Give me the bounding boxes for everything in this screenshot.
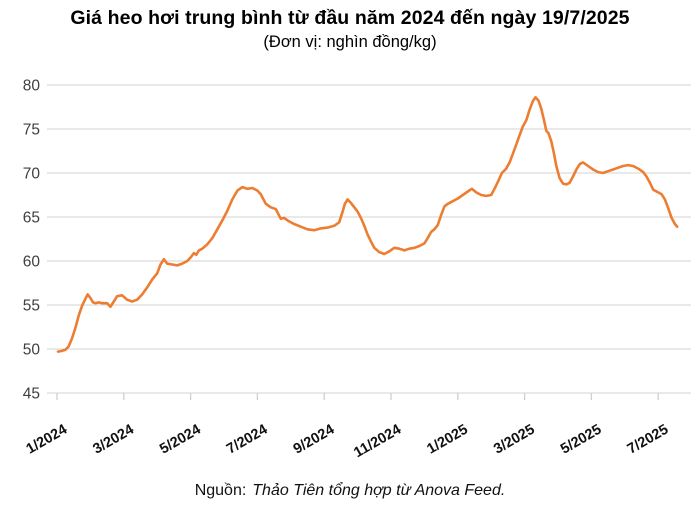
y-axis-label-45: 45 [23, 386, 40, 403]
x-axis-label-1/2025: 1/2025 [424, 422, 470, 458]
page-title: Giá heo hơi trung bình từ đầu năm 2024 đ… [70, 7, 630, 29]
x-axis-label-7/2025: 7/2025 [625, 422, 671, 458]
source-line: Nguồn: Thảo Tiên tổng hợp từ Anova Feed. [0, 482, 700, 500]
y-axis-label-75: 75 [23, 122, 40, 139]
x-axis-label-1/2024: 1/2024 [24, 422, 70, 458]
y-axis-label-55: 55 [23, 298, 40, 315]
y-axis-label-50: 50 [23, 342, 41, 359]
x-axis-label-5/2025: 5/2025 [558, 422, 604, 458]
source-text: Thảo Tiên tổng hợp từ Anova Feed. [252, 482, 506, 499]
chart-unit-subtitle: (Đơn vị: nghìn đồng/kg) [263, 33, 437, 51]
y-axis-label-65: 65 [23, 210, 40, 227]
x-axis-label-9/2024: 9/2024 [291, 422, 337, 458]
y-axis-label-60: 60 [23, 254, 41, 271]
x-axis-label-5/2024: 5/2024 [157, 422, 203, 458]
price-line-chart: 45 50 55 60 65 70 75 80 1/2024 3/2024 5/2024 7/2024… [23, 78, 691, 460]
x-axis-label-11/2024: 11/2024 [351, 422, 404, 460]
x-axis-label-7/2024: 7/2024 [224, 422, 270, 458]
source-label: Nguồn: [194, 482, 247, 499]
price-series-line [56, 96, 679, 353]
y-axis-label-70: 70 [23, 166, 41, 183]
y-axis-label-80: 80 [23, 78, 41, 95]
x-axis-label-3/2025: 3/2025 [491, 422, 537, 458]
x-axis-label-3/2024: 3/2024 [90, 422, 136, 458]
